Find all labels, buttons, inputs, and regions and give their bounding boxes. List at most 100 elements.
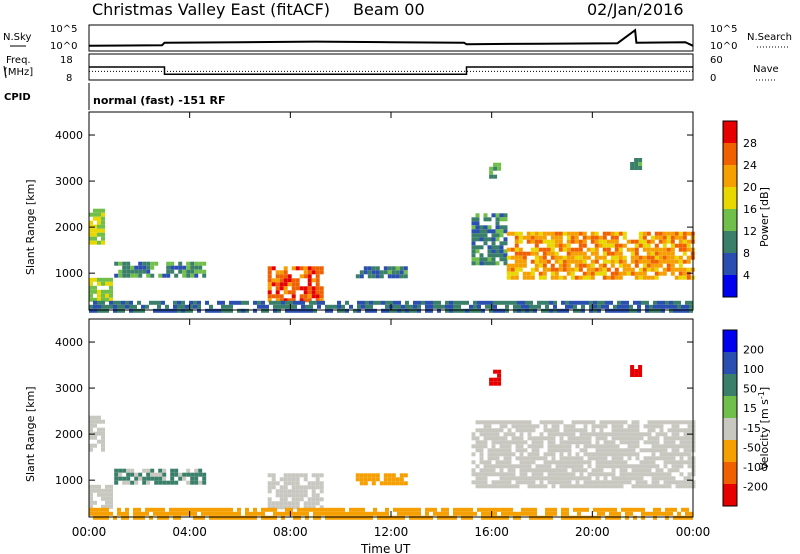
heatmap-cell-9: [133, 308, 137, 313]
heatmap-cell-6: [514, 255, 519, 260]
heatmap-cell-5: [571, 432, 576, 437]
heatmap-cell-3: [291, 501, 296, 506]
heatmap-cell-2: [178, 476, 183, 481]
heatmap-cell-4: [363, 270, 368, 275]
heatmap-cell-6: [409, 511, 413, 516]
heatmap-cell-5: [471, 237, 476, 242]
heatmap-cell-6: [514, 275, 519, 280]
heatmap-cell-6: [209, 511, 213, 516]
heatmap-cell-4: [391, 477, 396, 482]
heatmap-cell-5: [655, 424, 660, 429]
heatmap-cell-4: [383, 266, 388, 271]
heatmap-cell-6: [265, 507, 269, 512]
heatmap-cell-5: [563, 424, 568, 429]
heatmap-cell-6: [385, 511, 389, 516]
heatmap-cell-5: [611, 432, 616, 437]
heatmap-cell-8: [630, 369, 635, 373]
heatmap-cell-9: [341, 308, 345, 313]
heatmap-cell-5: [651, 464, 656, 469]
heatmap-cell-9: [493, 300, 497, 305]
heatmap-cell-5: [571, 436, 576, 441]
heatmap-cell-5: [499, 436, 504, 441]
heatmap-cell-5: [583, 424, 588, 429]
heatmap-cell-9: [209, 304, 213, 309]
heatmap-cell-3: [303, 294, 308, 299]
heatmap-cell-5: [495, 432, 500, 437]
heatmap-cell-5: [539, 476, 544, 481]
heatmap-cell-5: [531, 456, 536, 461]
heatmap-cell-2: [142, 468, 147, 473]
heatmap-cell-5: [591, 428, 596, 433]
heatmap-cell-6: [469, 511, 473, 516]
heatmap-cell-2: [174, 480, 179, 485]
heatmap-cell-5: [679, 472, 684, 477]
heatmap-cell-6: [493, 511, 497, 516]
heatmap-cell-5: [503, 484, 508, 489]
heatmap-cell-9: [633, 300, 637, 305]
heatmap-cell-6: [213, 507, 217, 512]
heatmap-cell-6: [361, 511, 365, 516]
heatmap-cell-5: [487, 225, 492, 230]
heatmap-cell-1: [101, 492, 105, 497]
heatmap-cell-6: [425, 511, 429, 516]
heatmap-cell-5: [603, 424, 608, 429]
heatmap-cell-9: [453, 300, 457, 305]
heatmap-cell-6: [594, 231, 599, 236]
heatmap-cell-6: [686, 255, 691, 260]
heatmap-cell-5: [639, 476, 644, 481]
heatmap-cell-5: [575, 476, 580, 481]
heatmap-cell-5: [527, 452, 532, 457]
heatmap-cell-6: [506, 275, 511, 280]
heatmap-cell-6: [545, 511, 549, 516]
heatmap-cell-5: [487, 448, 492, 453]
heatmap-cell-9: [369, 308, 373, 313]
heatmap-cell-5: [611, 456, 616, 461]
heatmap-cell-6: [642, 235, 647, 240]
heatmap-cell-9: [197, 304, 201, 309]
heatmap-cell-2: [150, 472, 155, 477]
heatmap-cell-9: [597, 304, 601, 309]
heatmap-cell-5: [491, 249, 496, 254]
heatmap-cell-6: [405, 507, 409, 512]
heatmap-cell-0: [89, 447, 93, 452]
heatmap-cell-5: [643, 460, 648, 465]
heatmap-cell-6: [558, 235, 563, 240]
heatmap-cell-5: [667, 436, 672, 441]
heatmap-cell-7: [493, 381, 498, 386]
heatmap-cell-5: [683, 432, 688, 437]
heatmap-cell-5: [563, 476, 568, 481]
heatmap-cell-4: [399, 481, 404, 486]
heatmap-cell-3: [311, 493, 316, 498]
heatmap-cell-9: [449, 304, 453, 309]
heatmap-cell-6: [597, 511, 601, 516]
heatmap-cell-3: [315, 270, 320, 275]
heatmap-cell-4: [399, 266, 404, 271]
heatmap-cell-6: [582, 275, 587, 280]
heatmap-cell-3: [303, 501, 308, 506]
heatmap-cell-1: [89, 492, 93, 497]
heatmap-cell-9: [277, 308, 281, 313]
heatmap-cell-5: [503, 237, 508, 242]
heatmap-cell-6: [313, 515, 317, 520]
heatmap-cell-5: [567, 428, 572, 433]
heatmap-cell-5: [539, 440, 544, 445]
heatmap-cell-3: [295, 489, 300, 494]
heatmap-cell-5: [471, 468, 476, 473]
heatmap-cell-5: [579, 428, 584, 433]
heatmap-cell-6: [341, 511, 345, 516]
heatmap-cell-0: [89, 220, 93, 225]
heatmap-cell-5: [551, 424, 556, 429]
heatmap-cell-4: [371, 274, 376, 279]
heatmap-cell-5: [599, 424, 604, 429]
heatmap-cell-0: [89, 228, 93, 233]
heatmap-cell-6: [658, 255, 663, 260]
heatmap-cell-2: [122, 476, 127, 481]
heatmap-cell-5: [627, 428, 632, 433]
heatmap-cell-3: [295, 473, 300, 478]
heatmap-cell-3: [283, 266, 288, 271]
heatmap-cell-1: [97, 297, 101, 302]
heatmap-cell-2: [126, 265, 131, 270]
heatmap-cell-6: [638, 275, 643, 280]
heatmap-cell-3: [291, 485, 296, 490]
heatmap-cell-5: [535, 468, 540, 473]
